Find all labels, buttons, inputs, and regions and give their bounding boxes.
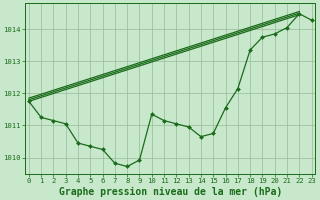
X-axis label: Graphe pression niveau de la mer (hPa): Graphe pression niveau de la mer (hPa)	[59, 186, 282, 197]
